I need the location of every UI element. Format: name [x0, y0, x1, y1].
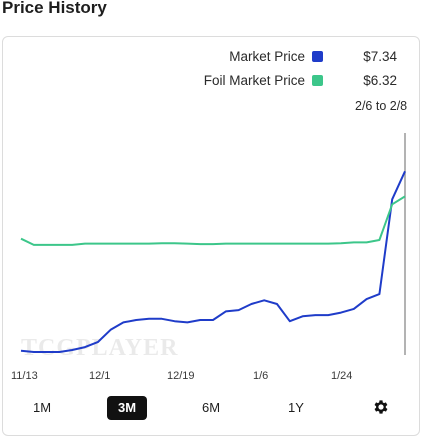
- legend-market: Market Price: [153, 49, 323, 64]
- page-title: Price History: [2, 0, 107, 17]
- x-tick-label: 1/24: [331, 370, 352, 382]
- legend-foil: Foil Market Price: [153, 73, 323, 88]
- range-controls: 1M 3M 6M 1Y: [0, 392, 423, 426]
- x-tick-label: 1/6: [253, 370, 268, 382]
- legend-market-swatch: [312, 51, 323, 62]
- series-line-foil-market-price: [20, 195, 406, 246]
- price-chart: TCGPLAYER 11/13 12/1 12/19 1/6 1/24: [11, 133, 406, 382]
- legend-foil-value: $6.32: [363, 73, 397, 88]
- range-3m-button[interactable]: 3M: [107, 396, 147, 420]
- range-1m-button[interactable]: 1M: [32, 400, 52, 415]
- gear-icon[interactable]: [372, 398, 390, 416]
- legend-foil-value-wrap: $6.32: [343, 73, 403, 88]
- legend-foil-label: Foil Market Price: [203, 73, 305, 88]
- legend-market-label: Market Price: [229, 49, 305, 64]
- x-tick-label: 12/19: [167, 370, 195, 382]
- range-6m-button[interactable]: 6M: [201, 400, 221, 415]
- hover-range-label: 2/6 to 2/8: [355, 99, 408, 113]
- x-tick-label: 12/1: [89, 370, 110, 382]
- legend-market-value: $7.34: [363, 49, 397, 64]
- x-tick-label: 11/13: [11, 370, 38, 382]
- legend-foil-swatch: [312, 75, 323, 86]
- price-history-card: TCGPLAYER 11/13 12/1 12/19 1/6 1/24 Market P…: [2, 36, 420, 436]
- series-line-market-price: [20, 170, 406, 353]
- range-1y-button[interactable]: 1Y: [288, 400, 304, 415]
- legend-market-value-wrap: $7.34: [343, 49, 403, 64]
